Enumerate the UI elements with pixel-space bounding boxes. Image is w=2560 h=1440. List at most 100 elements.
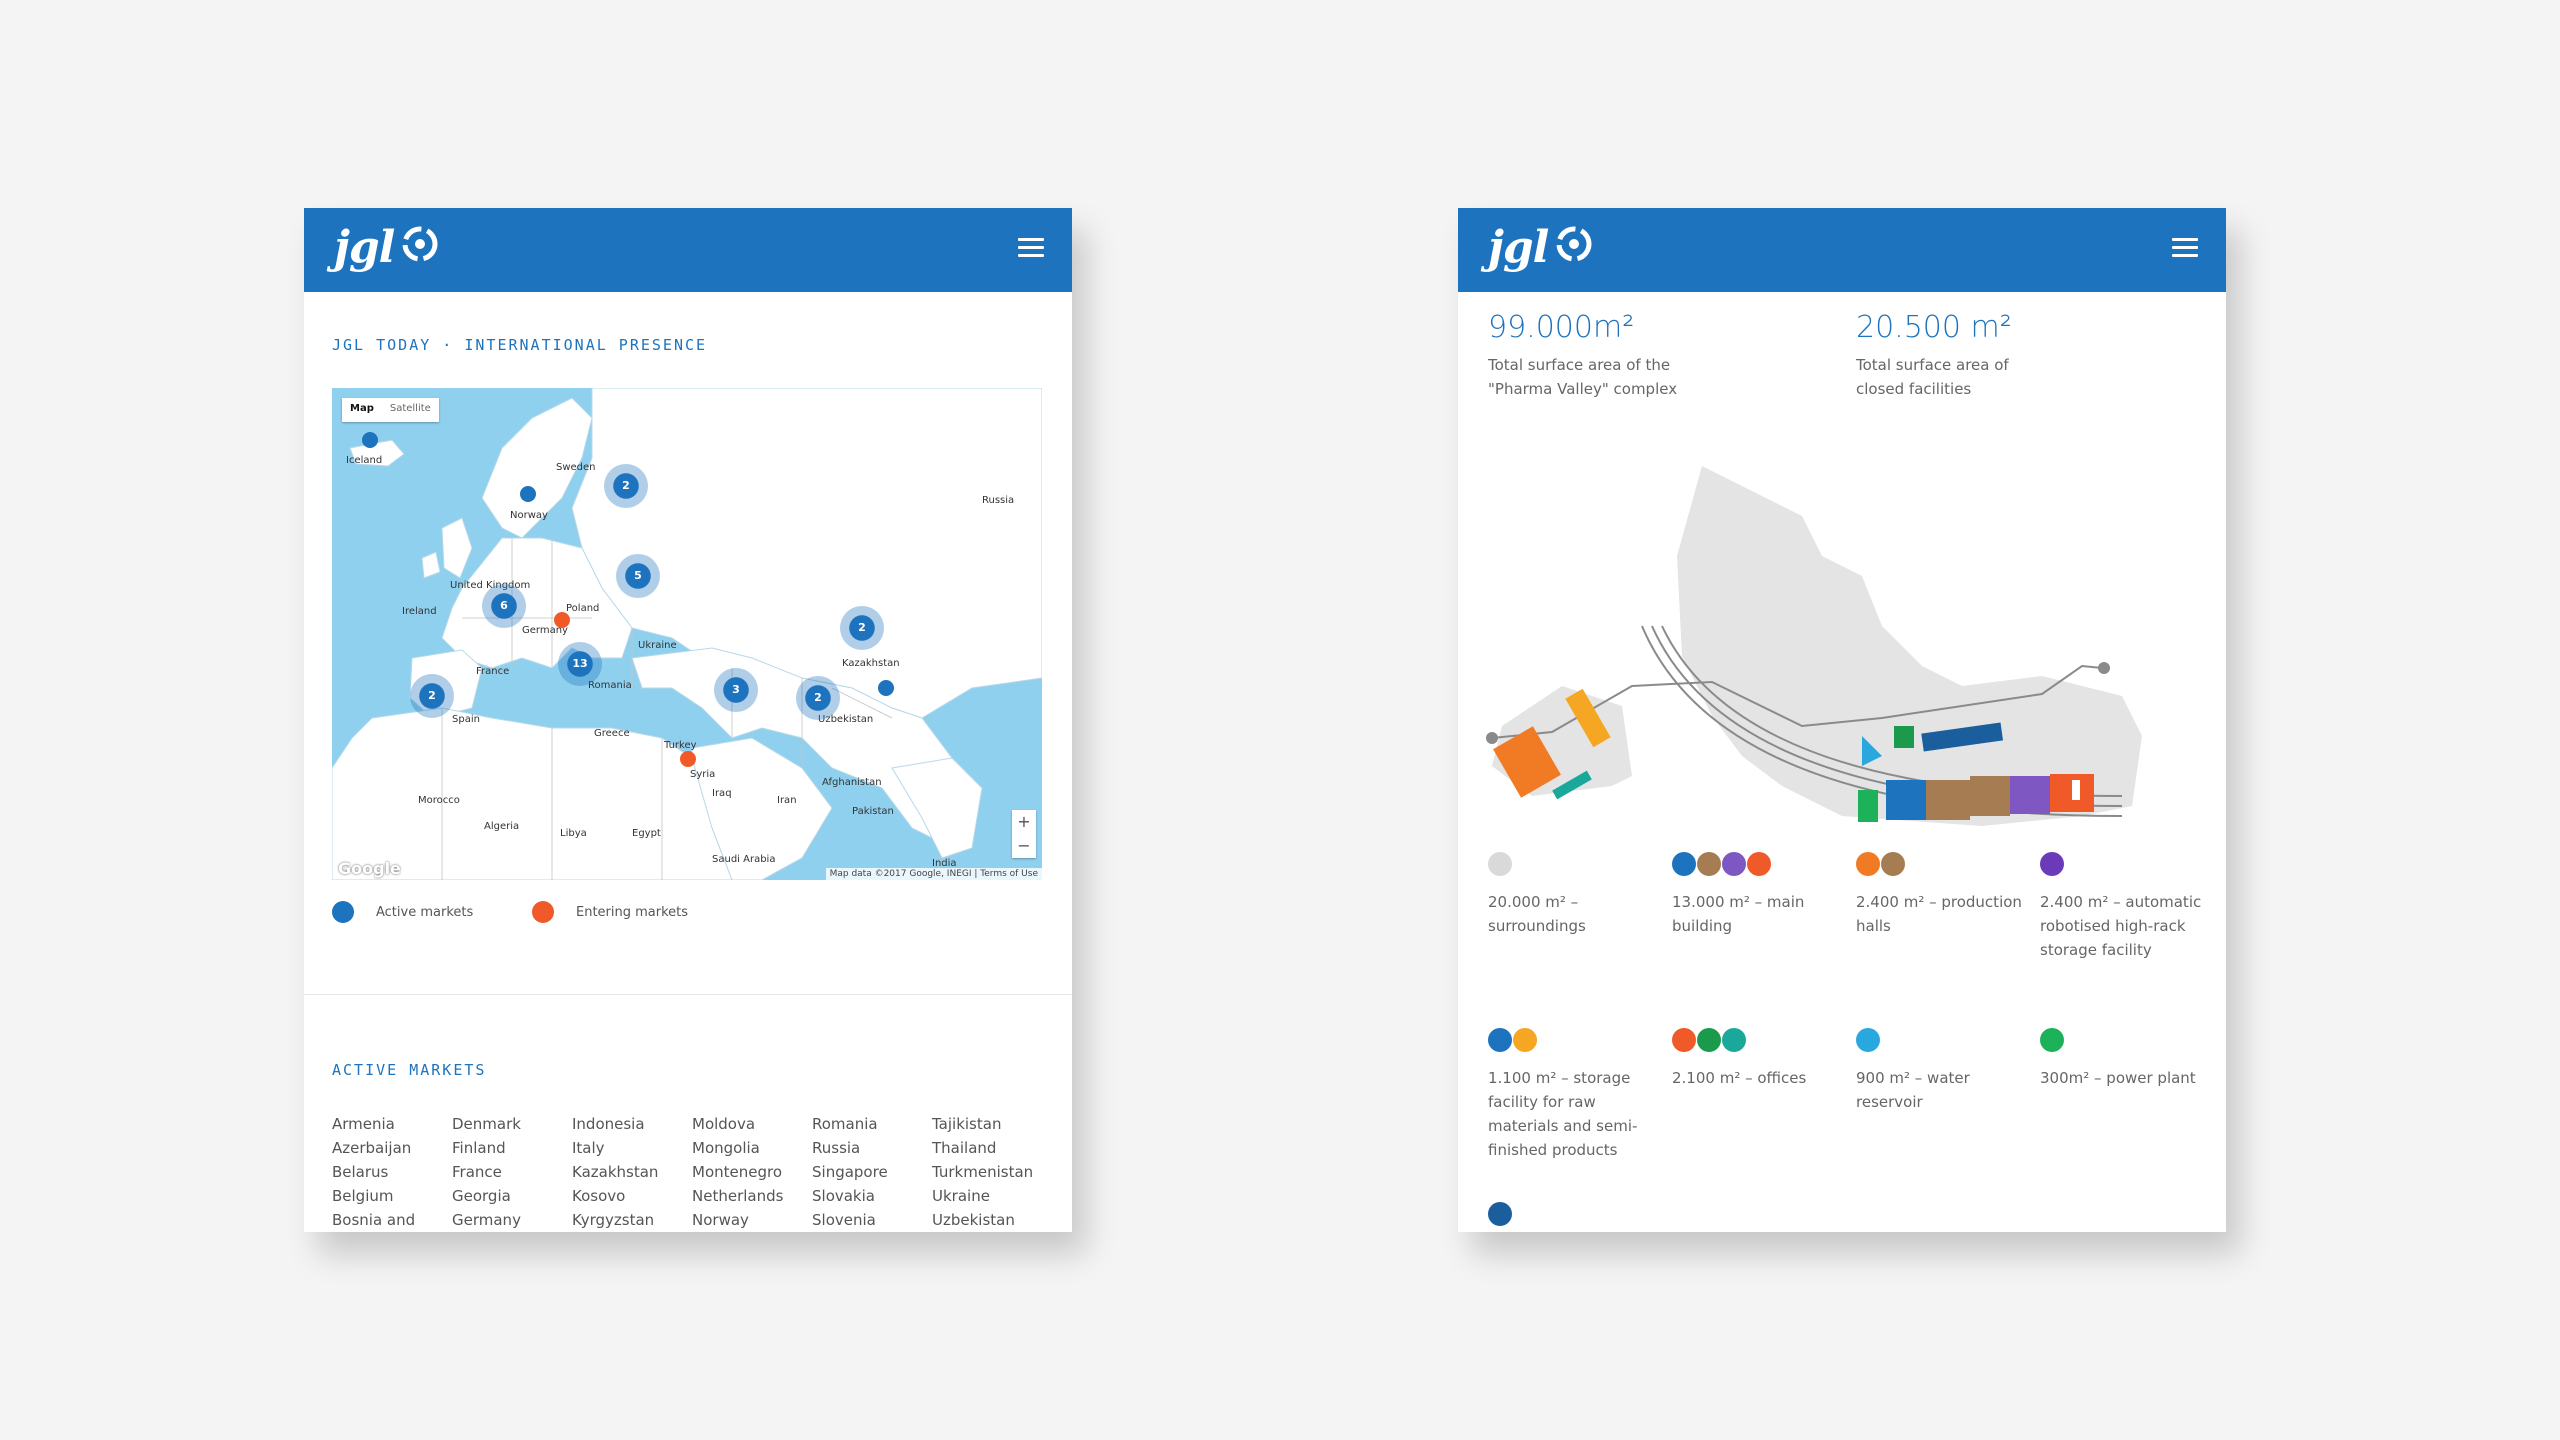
map-label: Egypt: [632, 828, 661, 840]
legend-active-label: Active markets: [376, 904, 474, 920]
market-pin[interactable]: [520, 486, 536, 502]
market-pin[interactable]: [878, 680, 894, 696]
cluster-marker[interactable]: 2: [840, 606, 884, 650]
color-swatch: [1856, 1028, 1880, 1052]
color-swatch: [1697, 1028, 1721, 1052]
map-toggle-satellite[interactable]: Satellite: [389, 403, 431, 414]
legend-entering: Entering markets: [532, 901, 688, 923]
map-label: France: [476, 665, 510, 677]
map-label: United Kingdom: [450, 580, 531, 592]
legend-swatches: [1488, 852, 1658, 876]
map-landmass: [332, 388, 1042, 880]
map-label: Norway: [510, 510, 548, 522]
terms-link[interactable]: Terms of Use: [980, 869, 1038, 879]
markets-list: Armenia Azerbaijan Belarus Belgium Bosnia an…: [332, 1112, 1052, 1232]
market-item: Italy: [572, 1139, 605, 1157]
market-item: Armenia: [332, 1115, 395, 1133]
cluster-marker[interactable]: 2: [796, 676, 840, 720]
cluster-marker[interactable]: 13: [558, 642, 602, 686]
map-label: Spain: [452, 713, 480, 725]
legend-swatches: [1488, 1202, 1658, 1226]
main-building: [1886, 780, 1926, 820]
map-label: Syria: [690, 769, 716, 781]
cluster-marker[interactable]: 3: [714, 668, 758, 712]
legend-entry: 2.400 m² – automatic robotised high-rack…: [2040, 852, 2210, 962]
site-land-main: [1677, 466, 2142, 826]
cluster-marker[interactable]: 2: [604, 464, 648, 508]
legend-text: 2.100 m² – offices: [1672, 1069, 1807, 1087]
market-item: Georgia: [452, 1187, 511, 1205]
map-label: Sweden: [556, 462, 596, 473]
legend-text: 20.000 m² – surroundings: [1488, 893, 1586, 935]
color-swatch: [1881, 852, 1905, 876]
active-dot-icon: [332, 901, 354, 923]
map-toggle-map[interactable]: Map: [350, 403, 374, 414]
zoom-in-button[interactable]: +: [1017, 812, 1031, 831]
market-pin[interactable]: [680, 751, 696, 767]
hamburger-menu-icon[interactable]: [1018, 238, 1044, 260]
color-swatch: [1697, 852, 1721, 876]
color-swatch: [1747, 852, 1771, 876]
map-label: Ireland: [402, 606, 437, 618]
map-label: Iran: [777, 795, 797, 806]
legend-entry: [1488, 1202, 1658, 1226]
jgl-logo[interactable]: jgl: [334, 220, 444, 280]
legend-entry: 13.000 m² – main building: [1672, 852, 1842, 938]
market-item: Netherlands: [692, 1187, 784, 1205]
stat-label: Total surface area of closed facilities: [1856, 356, 2009, 398]
market-item: Ukraine: [932, 1187, 990, 1205]
legend-text: 13.000 m² – main building: [1672, 893, 1805, 935]
hamburger-menu-icon[interactable]: [2172, 238, 2198, 260]
market-pin[interactable]: [554, 612, 570, 628]
logo-swirl-icon: [402, 226, 438, 262]
jgl-logo[interactable]: jgl: [1488, 220, 1598, 280]
map-label: India: [932, 857, 957, 869]
legend-entry: 900 m² – water reservoir: [1856, 1028, 2026, 1114]
map-label: Afghanistan: [822, 776, 882, 788]
world-map[interactable]: Map Satellite Iceland Sweden Norway Russia I…: [332, 388, 1042, 880]
map-label: Poland: [566, 602, 600, 614]
legend-entry: 2.400 m² – production halls: [1856, 852, 2026, 938]
map-label: Romania: [588, 680, 632, 692]
water-reservoir: [1862, 736, 1882, 766]
stat-label: Total surface area of the "Pharma Valley…: [1488, 356, 1678, 398]
zoom-control[interactable]: + −: [1012, 810, 1036, 858]
color-swatch: [1722, 852, 1746, 876]
cluster-marker[interactable]: 2: [410, 674, 454, 718]
cluster-marker[interactable]: 5: [616, 554, 660, 598]
market-pin[interactable]: [362, 432, 378, 448]
production-hall: [1493, 726, 1561, 798]
markets-column: Armenia Azerbaijan Belarus Belgium Bosnia an…: [332, 1112, 452, 1232]
map-label: Pakistan: [852, 806, 894, 818]
map-label: Iceland: [346, 454, 383, 466]
market-item: Mongolia: [692, 1139, 760, 1157]
building-detail: [2072, 780, 2080, 800]
zoom-out-button[interactable]: −: [1017, 836, 1031, 855]
color-swatch: [1488, 852, 1512, 876]
legend-text: 900 m² – water reservoir: [1856, 1069, 1970, 1111]
market-item: Denmark: [452, 1115, 521, 1133]
market-item: Uzbekistan: [932, 1211, 1015, 1229]
market-item: Belarus: [332, 1163, 389, 1181]
attribution-text: Map data ©2017 Google, INEGI: [829, 869, 972, 879]
facility-card: jgl 99.000m² Total surface area of the "…: [1458, 208, 2226, 1232]
cluster-marker[interactable]: 6: [482, 584, 526, 628]
color-swatch: [1488, 1028, 1512, 1052]
storage-facility: [1565, 688, 1611, 748]
legend-entry: 2.100 m² – offices: [1672, 1028, 1842, 1090]
production-hall: [1970, 776, 2010, 816]
legend-text: 300m² – power plant: [2040, 1069, 2196, 1087]
office-block: [1552, 770, 1592, 800]
map-label: Uzbekistan: [818, 713, 874, 725]
logo-swirl-icon: [1556, 226, 1592, 262]
market-item: Azerbaijan: [332, 1139, 412, 1157]
market-item: Bosnia and: [332, 1211, 416, 1229]
map-attribution: Map data ©2017 Google, INEGI | Terms of …: [825, 868, 1042, 880]
map-label: Iraq: [712, 787, 732, 799]
market-item: Finland: [452, 1139, 506, 1157]
market-item: Germany: [452, 1211, 521, 1229]
map-label: Russia: [982, 495, 1015, 507]
map-label: Morocco: [418, 795, 460, 806]
map-type-toggle[interactable]: Map Satellite: [342, 398, 439, 422]
stat-closed-area: 20.500 m² Total surface area of closed f…: [1856, 310, 2056, 401]
